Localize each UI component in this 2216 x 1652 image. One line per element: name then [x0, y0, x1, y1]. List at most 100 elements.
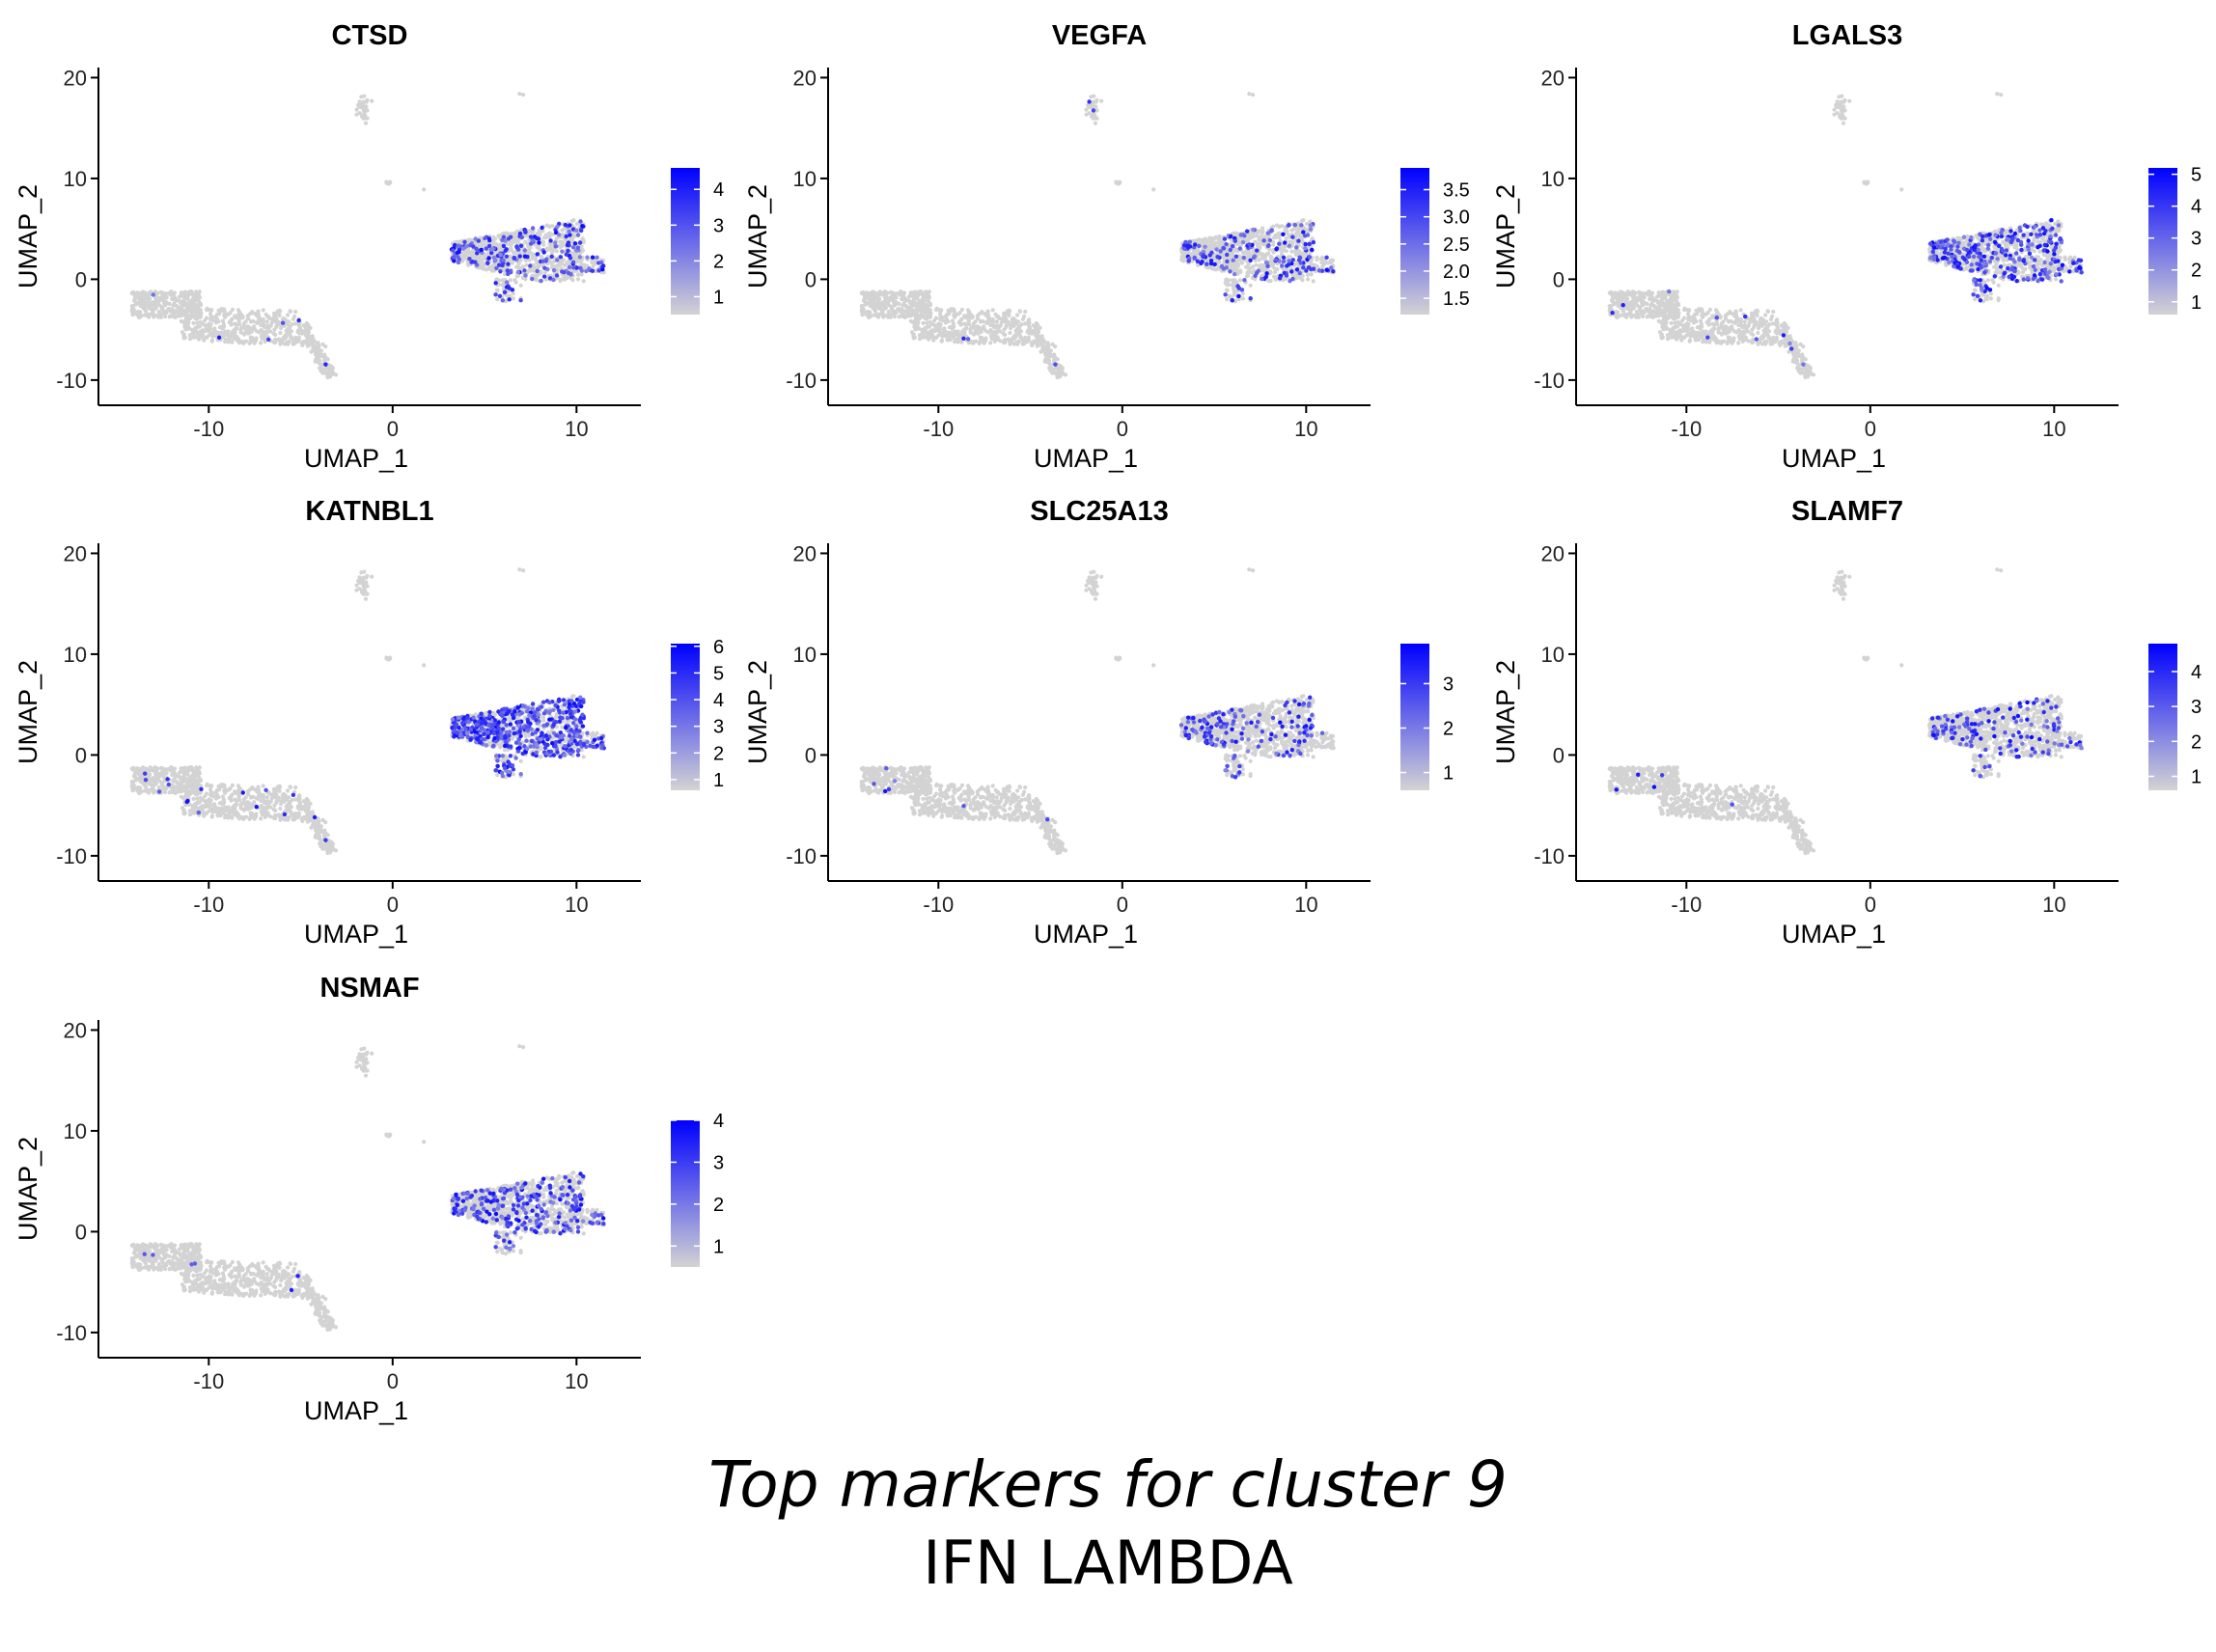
cell-point	[147, 306, 152, 311]
expressing-cell-point	[1208, 259, 1214, 263]
cell-points	[1607, 92, 2084, 380]
cell-point	[1038, 343, 1042, 347]
expressing-cell-point	[456, 260, 460, 265]
cell-point	[549, 261, 554, 265]
cell-point	[517, 92, 522, 96]
cell-point	[224, 339, 229, 344]
cell-point	[927, 289, 931, 294]
cell-point	[1251, 93, 1256, 97]
cell-point	[939, 315, 945, 319]
cell-point	[1240, 296, 1245, 301]
cell-point	[1256, 244, 1260, 249]
expressing-cell-point	[1222, 236, 1228, 241]
cell-point	[1956, 235, 1961, 240]
cell-point	[1224, 278, 1229, 283]
expressing-cell-point	[563, 222, 568, 228]
expressing-cell-point	[451, 248, 456, 253]
cell-point	[256, 319, 261, 324]
cell-point	[1002, 340, 1007, 345]
cell-point	[1233, 278, 1237, 283]
expressing-cell-point	[585, 255, 590, 260]
cell-point	[860, 306, 865, 311]
expressing-cell-point	[517, 254, 522, 259]
cell-point	[539, 270, 543, 275]
expressing-cell-point	[1223, 292, 1228, 297]
cell-point	[131, 289, 136, 294]
expressing-cell-point	[452, 259, 457, 263]
expressing-cell-point	[1237, 246, 1243, 251]
cell-point	[197, 289, 202, 294]
expressing-cell-point	[553, 240, 558, 245]
cell-point	[189, 289, 194, 294]
expressing-cell-point	[1241, 255, 1247, 261]
cell-point	[909, 293, 914, 298]
cell-point	[158, 289, 164, 294]
cell-point	[943, 315, 948, 319]
expressing-cell-point	[571, 265, 576, 270]
expressing-cell-point	[1187, 239, 1193, 244]
cell-point	[1151, 187, 1156, 192]
expressing-cell-point	[1228, 247, 1233, 253]
expressing-cell-point	[501, 243, 507, 249]
cell-point	[207, 323, 211, 328]
cell-point	[216, 319, 221, 324]
cell-point	[1019, 322, 1024, 327]
cell-point	[917, 326, 922, 331]
cell-point	[169, 307, 174, 312]
cell-point	[143, 309, 149, 314]
cell-point	[184, 314, 189, 318]
expressing-cell-point	[1200, 260, 1205, 264]
cell-point	[170, 314, 175, 318]
cell-point	[261, 317, 265, 321]
expressing-cell-point	[523, 273, 528, 278]
expressing-cell-point	[562, 270, 567, 275]
cell-point	[252, 326, 257, 331]
expressing-cell-point	[1087, 99, 1092, 104]
cell-point	[911, 320, 916, 325]
cell-point	[928, 333, 933, 338]
cell-point	[1003, 332, 1008, 338]
cell-point	[923, 325, 928, 330]
cell-point	[521, 93, 526, 97]
expressing-cell-point	[1308, 223, 1314, 228]
expressing-cell-point	[568, 223, 572, 228]
cell-point	[171, 303, 176, 308]
cell-point	[235, 326, 239, 331]
x-tick-label: -10	[193, 417, 224, 441]
cell-point	[1266, 251, 1271, 256]
cell-point	[576, 272, 581, 277]
expressing-cell-point	[1316, 268, 1322, 273]
cell-point	[1319, 260, 1324, 265]
cell-point	[990, 308, 995, 313]
panel-title: CTSD	[332, 20, 408, 51]
cell-point	[1114, 180, 1119, 185]
cell-point	[511, 291, 516, 296]
cell-point	[990, 329, 995, 334]
cell-point	[888, 296, 893, 301]
cell-point	[1036, 327, 1040, 332]
expressing-cell-point	[490, 247, 495, 252]
expressing-cell-point	[1242, 278, 1247, 283]
expressing-cell-point	[1221, 266, 1227, 271]
cell-point	[205, 308, 209, 313]
cell-point	[936, 328, 941, 333]
cell-point	[213, 315, 218, 319]
expressing-cell-point	[558, 255, 564, 260]
expressing-cell-point	[1283, 240, 1288, 245]
cell-point	[558, 245, 563, 250]
cell-point	[180, 301, 184, 306]
cell-point	[888, 289, 894, 294]
cell-point	[936, 323, 942, 328]
cell-point	[330, 372, 335, 376]
cell-point	[982, 341, 987, 345]
cell-point	[979, 318, 983, 323]
expressing-cell-point	[528, 234, 534, 239]
cell-point	[876, 314, 881, 318]
cell-point	[261, 308, 265, 313]
cell-point	[1002, 327, 1007, 332]
cell-point	[237, 312, 242, 317]
cell-point	[998, 339, 1003, 344]
cell-point	[1287, 233, 1291, 237]
expressing-cell-point	[456, 255, 460, 260]
cell-point	[291, 317, 295, 321]
